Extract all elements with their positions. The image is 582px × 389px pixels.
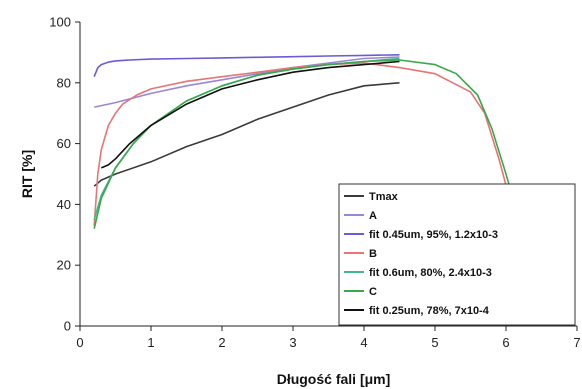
series-line-5 bbox=[93, 59, 514, 229]
y-tick-label: 100 bbox=[49, 15, 71, 30]
x-tick-label: 3 bbox=[289, 335, 296, 350]
legend-box bbox=[338, 183, 576, 326]
x-tick-label: 7 bbox=[573, 335, 580, 350]
series-line-6 bbox=[100, 60, 400, 169]
y-tick-label: 0 bbox=[64, 319, 71, 334]
series-line-2 bbox=[93, 54, 400, 77]
x-tick-label: 6 bbox=[502, 335, 509, 350]
legend-label: C bbox=[369, 286, 377, 298]
series-group bbox=[93, 54, 514, 229]
legend-label: B bbox=[369, 248, 377, 260]
x-tick-label: 0 bbox=[76, 335, 83, 350]
axis-ticks: 0 1 2 3 4 5 6 7 0 20 40 60 80 100 bbox=[49, 15, 580, 351]
legend-label: fit 0.25um, 78%, 7x10-4 bbox=[369, 305, 490, 317]
x-tick-label: 2 bbox=[218, 335, 225, 350]
x-tick-label: 4 bbox=[360, 335, 367, 350]
y-tick-label: 40 bbox=[57, 197, 71, 212]
x-tick-label: 5 bbox=[431, 335, 438, 350]
legend-label: Tmax bbox=[369, 191, 399, 203]
legend-label: A bbox=[369, 210, 377, 222]
legend-label: fit 0.6um, 80%, 2.4x10-3 bbox=[369, 267, 492, 279]
plot-area: 0 1 2 3 4 5 6 7 0 20 40 60 80 100 bbox=[49, 15, 580, 351]
y-tick-label: 20 bbox=[57, 258, 71, 273]
y-tick-label: 60 bbox=[57, 136, 71, 151]
x-tick-label: 1 bbox=[147, 335, 154, 350]
legend-label: fit 0.45um, 95%, 1.2x10-3 bbox=[369, 229, 498, 241]
series-line-3 bbox=[93, 62, 511, 226]
y-axis-title: RIT [%] bbox=[19, 150, 35, 198]
x-axis-title: Długość fali [μm] bbox=[277, 371, 391, 387]
y-tick-label: 80 bbox=[57, 75, 71, 90]
